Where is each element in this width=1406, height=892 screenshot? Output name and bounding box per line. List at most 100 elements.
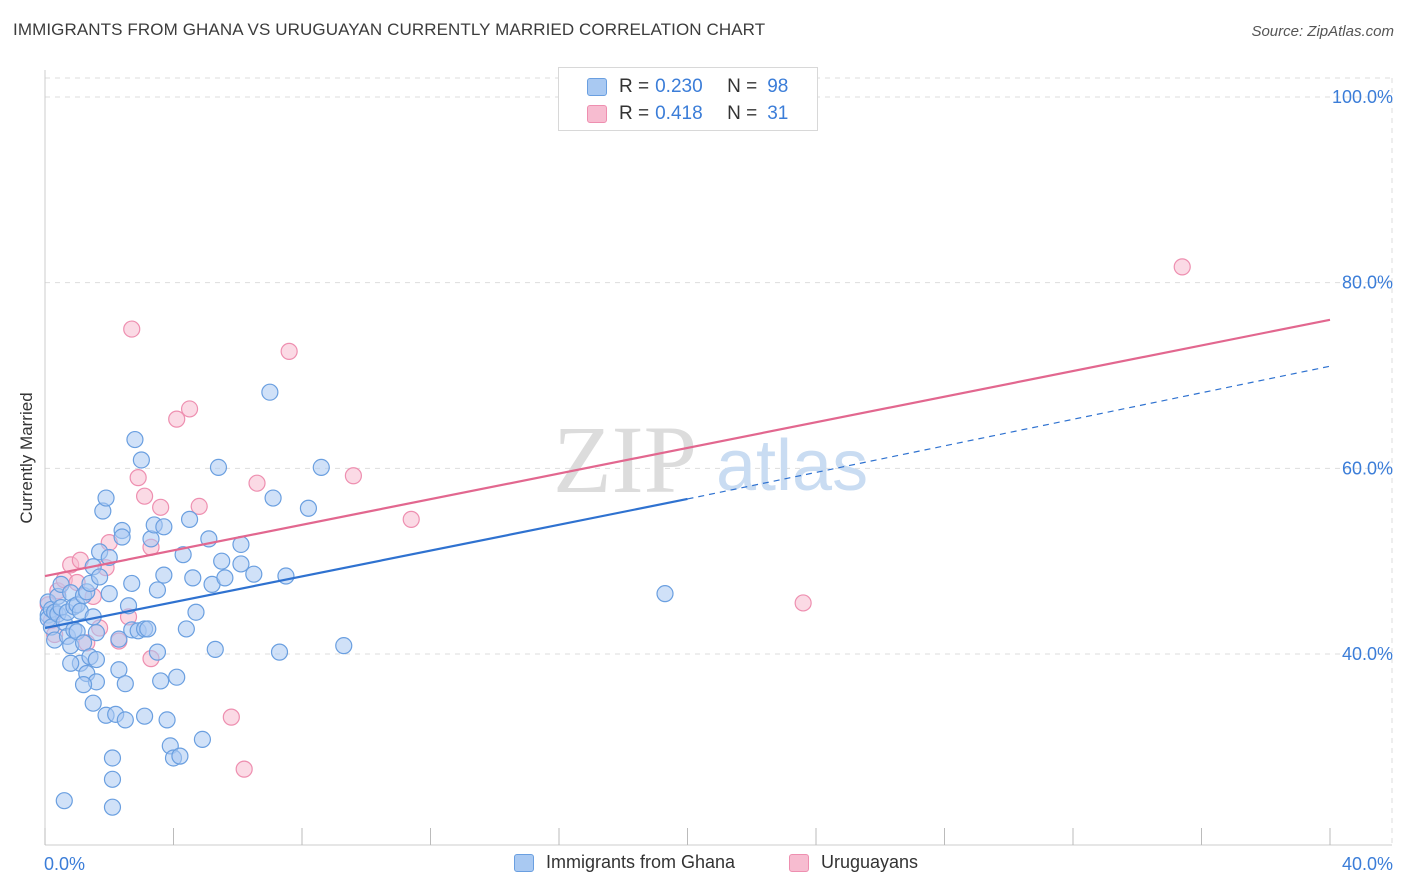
- r-label: R =: [619, 76, 650, 97]
- legend-row-uruguay: R = 0.418 N = 31: [587, 103, 788, 125]
- ghana-point: [152, 672, 170, 690]
- legend-label: Immigrants from Ghana: [546, 852, 736, 872]
- chart-title: IMMIGRANTS FROM GHANA VS URUGUAYAN CURRE…: [13, 20, 766, 39]
- ghana-point: [245, 565, 263, 583]
- r-label: R =: [619, 103, 650, 124]
- ghana-point: [74, 634, 93, 652]
- uruguayans-point: [794, 594, 812, 612]
- uruguayans-point: [280, 342, 298, 360]
- ghana-point: [62, 654, 80, 672]
- watermark: ZIPatlas: [553, 406, 868, 513]
- ghana-point: [193, 730, 212, 749]
- ghana-point: [55, 792, 73, 810]
- tick-labels: 40.0% 60.0% 80.0% 100.0% 0.0% 40.0%: [44, 87, 1393, 874]
- uruguayans-point: [190, 497, 208, 515]
- y-tick-label: 60.0%: [1342, 458, 1393, 478]
- uruguayans-point: [135, 487, 154, 505]
- ghana-point: [116, 711, 134, 729]
- ghana-point: [87, 650, 106, 669]
- y-tick-label: 100.0%: [1332, 87, 1393, 107]
- ghana-point: [155, 518, 173, 536]
- ghana-point: [148, 643, 167, 661]
- y-axis-label: Currently Married: [17, 392, 36, 524]
- ghana-point: [139, 620, 157, 638]
- legend-row-ghana: R = 0.230 N = 98: [587, 76, 788, 98]
- uruguayans-point: [152, 498, 170, 516]
- ghana-point: [158, 711, 176, 729]
- ghana-point: [148, 581, 167, 599]
- ghana-swatch: [587, 78, 607, 96]
- uruguay-swatch: [789, 853, 809, 872]
- source-label: Source: ZipAtlas.com: [1251, 23, 1394, 40]
- ghana-point: [113, 528, 131, 546]
- correlation-legend: R = 0.230 N = 98 R = 0.418 N = 31: [558, 67, 818, 131]
- uruguayans-point: [248, 474, 266, 492]
- uruguayans-point: [344, 467, 362, 485]
- ghana-point: [100, 585, 118, 603]
- ghana-point: [103, 749, 122, 767]
- ghana-point: [110, 661, 128, 679]
- ghana-point: [110, 630, 128, 648]
- n-label: N =: [727, 103, 758, 124]
- ghana-point: [91, 568, 109, 586]
- uruguayans-point: [123, 320, 141, 338]
- ghana-point: [87, 624, 106, 642]
- ghana-point: [184, 569, 202, 587]
- legend-item-ghana[interactable]: Immigrants from Ghana: [514, 852, 735, 873]
- ghana-point: [216, 569, 234, 587]
- ghana-point: [97, 489, 115, 507]
- ghana-point: [123, 574, 141, 593]
- x-tick-label: 0.0%: [44, 854, 85, 874]
- ghana-point: [116, 675, 134, 693]
- ghana-point: [270, 643, 289, 661]
- ghana-point: [74, 676, 93, 694]
- legend-item-uruguayans[interactable]: Uruguayans: [789, 852, 918, 873]
- ghana-point: [126, 430, 144, 449]
- ghana-point: [187, 603, 205, 621]
- uruguayans-point: [180, 400, 199, 418]
- ghana-point: [206, 640, 224, 658]
- ghana-point: [174, 546, 192, 564]
- ghana-point: [171, 747, 189, 765]
- ghana-point: [335, 637, 353, 655]
- x-tick-label: 40.0%: [1342, 854, 1393, 874]
- ghana-point: [103, 798, 122, 816]
- ghana-point: [84, 694, 102, 712]
- uruguayans-point: [129, 469, 147, 487]
- legend-label: Uruguayans: [821, 852, 919, 872]
- uruguayans-point: [402, 510, 420, 528]
- ghana-point: [312, 458, 330, 477]
- ghana-swatch: [514, 853, 534, 872]
- y-tick-label: 40.0%: [1342, 644, 1393, 664]
- ghana-point: [656, 585, 674, 603]
- ghana-point: [209, 458, 228, 477]
- watermark-atlas: atlas: [716, 426, 868, 506]
- uruguayans-point: [168, 410, 186, 428]
- r-value: 0.230: [655, 76, 703, 97]
- n-value: 98: [767, 76, 789, 97]
- ghana-point: [132, 451, 150, 469]
- ghana-point: [213, 552, 231, 570]
- n-value: 31: [767, 103, 789, 124]
- uruguayans-point: [235, 760, 253, 778]
- ghana-point: [232, 555, 250, 573]
- ghana-point: [155, 566, 173, 584]
- ghana-point: [142, 530, 160, 548]
- n-label: N =: [727, 76, 758, 97]
- ghana-point: [177, 620, 195, 638]
- ghana-point: [264, 489, 282, 507]
- trend-lines: [44, 318, 1331, 630]
- y-tick-label: 80.0%: [1342, 273, 1393, 293]
- uruguayans-point: [222, 708, 240, 726]
- ghana-point: [103, 770, 122, 788]
- uruguayans-point: [1173, 258, 1191, 276]
- uruguay-swatch: [587, 105, 607, 123]
- ghana-point: [180, 510, 199, 528]
- ghana-trend-line: [44, 497, 688, 630]
- series-legend: Immigrants from Ghana Uruguayans: [0, 852, 1406, 876]
- ghana-points: [39, 383, 674, 816]
- ghana-point: [168, 668, 186, 686]
- uruguayans-points: [39, 258, 1191, 778]
- uruguayans-trend-line: [44, 318, 1331, 578]
